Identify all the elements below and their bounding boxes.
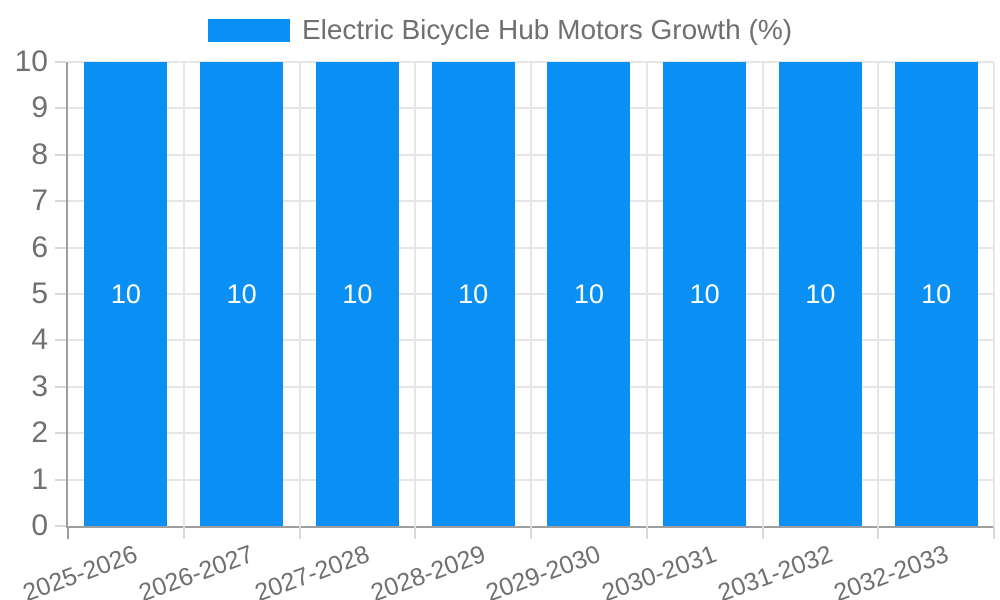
x-axis-tick [761,526,764,539]
y-axis-tick-label: 2 [31,416,48,450]
x-axis-tick [414,526,417,539]
gridline-vertical [530,62,532,526]
bar-value-label: 10 [805,278,836,309]
x-axis-label-2026-2027: 2026-2027 [135,540,258,600]
y-axis-tick [55,107,66,110]
bar-2027-2028[interactable]: 10 [315,62,399,526]
y-axis-tick-label: 9 [31,91,48,125]
x-axis-tick [877,526,880,539]
x-axis-label-2030-2031: 2030-2031 [598,540,721,600]
bar-2025-2026[interactable]: 10 [84,62,168,526]
x-axis-tick [645,526,648,539]
plot-area: 10 10 10 10 10 10 10 10 [55,61,995,539]
gridline-vertical [414,62,417,526]
y-axis-tick-label: 3 [31,369,48,403]
y-axis-tick [55,61,66,63]
y-axis-tick-label: 1 [31,462,48,496]
bar-value-label: 10 [689,278,720,309]
bar-2029-2030[interactable]: 10 [547,62,631,526]
y-axis-tick-label: 10 [14,45,48,78]
x-axis-label-2032-2033: 2032-2033 [829,540,952,600]
bar-value-label: 10 [226,278,257,309]
y-axis-tick-label: 5 [31,277,48,310]
bar-2026-2027[interactable]: 10 [200,62,284,526]
x-axis-label-2031-2032: 2031-2032 [714,540,836,600]
bar-value-label: 10 [342,278,373,309]
x-axis-tick [182,526,185,539]
x-axis-tick [993,526,995,539]
y-axis-tick-label: 0 [31,509,48,542]
x-axis-label-2029-2030: 2029-2030 [482,540,605,600]
bar-value-label: 10 [458,278,489,309]
y-axis-tick [55,385,66,388]
x-axis-tick [298,526,301,539]
legend-item[interactable]: Electric Bicycle Hub Motors Growth (%) [0,13,1000,47]
bar-2030-2031[interactable]: 10 [663,62,747,526]
gridline-vertical [877,62,880,526]
bar-value-label: 10 [573,278,604,309]
gridline-vertical [298,62,301,526]
bar-value-label: 10 [110,278,141,309]
gridline-vertical [761,62,764,526]
gridline-vertical [993,62,995,526]
x-axis-tick [530,526,532,539]
y-axis-tick-label: 7 [31,184,48,218]
x-axis-label-2025-2026: 2025-2026 [19,540,142,600]
legend-label: Electric Bicycle Hub Motors Growth (%) [301,14,793,45]
bar-value-label: 10 [921,278,952,309]
gridline-vertical [182,62,185,526]
y-axis-tick-label: 4 [31,323,48,357]
bar-2028-2029[interactable]: 10 [431,62,515,526]
bar-2032-2033[interactable]: 10 [894,62,978,526]
legend-swatch [207,18,290,42]
y-axis-tick [55,200,66,203]
x-axis-label-2028-2029: 2028-2029 [366,540,489,600]
y-axis-tick [55,293,66,295]
y-axis-tick [55,339,66,342]
x-axis-label-2027-2028: 2027-2028 [251,540,373,600]
bar-2031-2032[interactable]: 10 [778,62,862,526]
y-axis-tick-label: 8 [31,137,48,171]
y-axis-tick [55,525,66,527]
x-axis-tick [67,526,69,539]
y-axis-tick [55,432,66,435]
y-axis-tick [55,246,66,249]
gridline-vertical [645,62,648,526]
y-axis-tick [55,478,66,481]
y-axis-tick-label: 6 [31,230,48,264]
y-axis-tick [55,153,66,156]
